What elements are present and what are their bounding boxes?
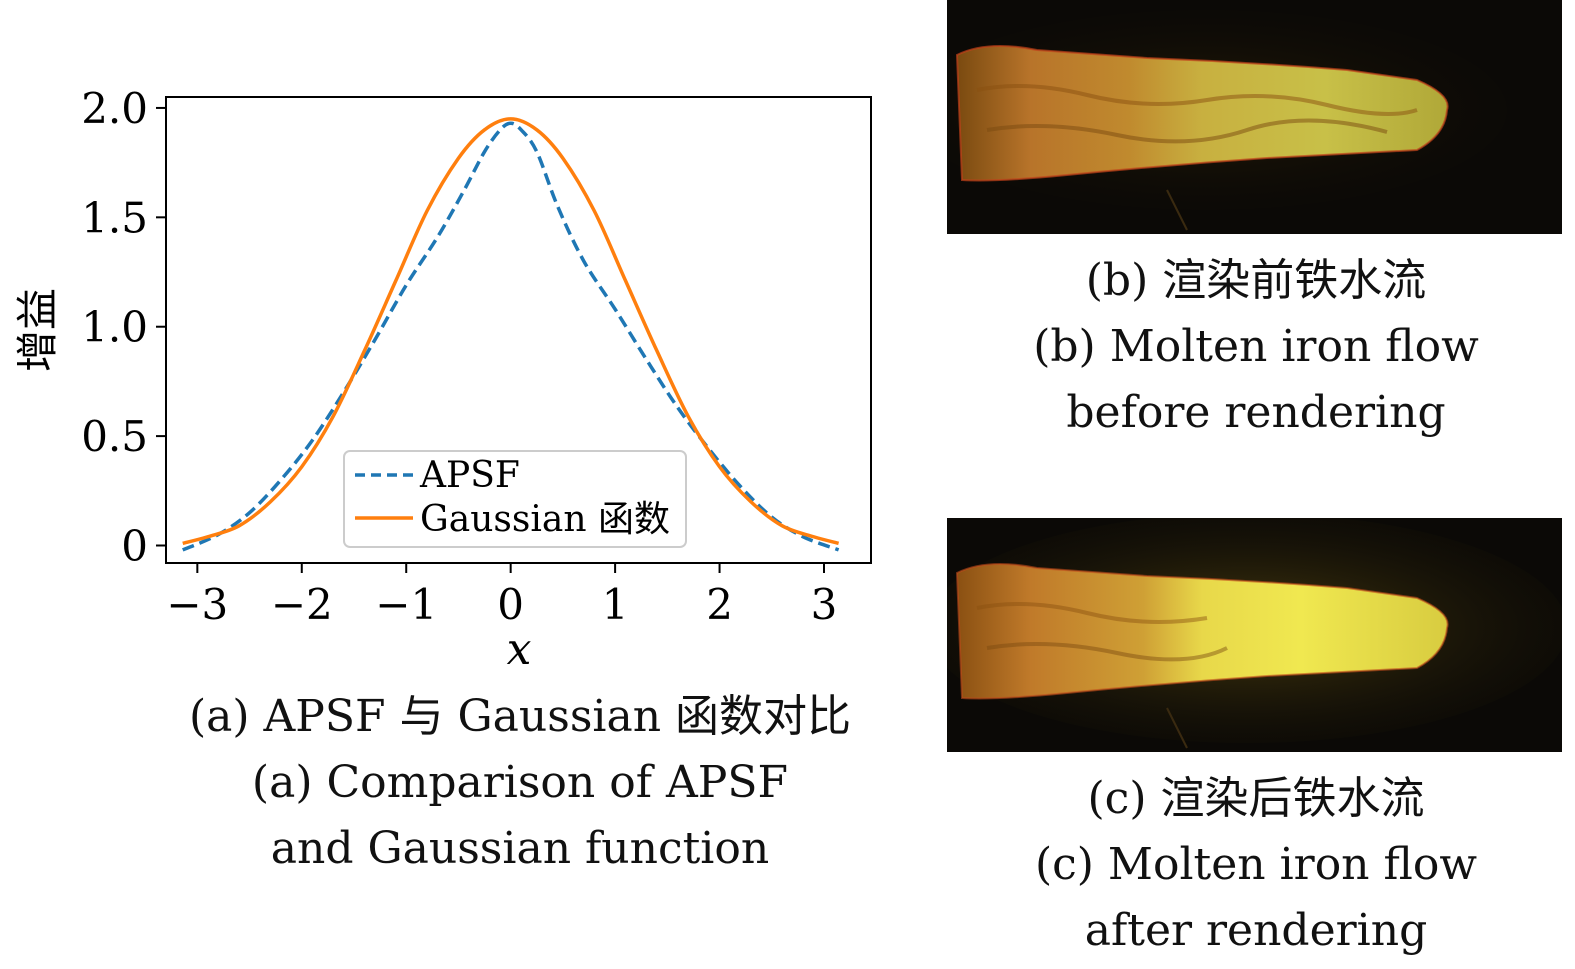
y-tick-label: 2.0	[81, 84, 148, 133]
y-tick-label: 0	[121, 521, 148, 570]
legend-box	[343, 450, 687, 548]
gaussian-series-line	[182, 117, 840, 546]
caption-a-line1: (a) APSF 与 Gaussian 函数对比	[188, 691, 852, 742]
x-tick-label: 1	[602, 580, 629, 629]
legend: APSF Gaussian 函数	[343, 450, 687, 548]
caption-b-line1: (b) 渲染前铁水流	[1085, 255, 1427, 306]
y-axis-label: 增益	[13, 288, 62, 372]
caption-a-line3: and Gaussian function	[270, 823, 770, 874]
y-tick-label: 0.5	[81, 412, 148, 461]
caption-b: (b) 渲染前铁水流 (b) Molten iron flow before r…	[950, 248, 1562, 446]
apsf-series-line	[182, 121, 840, 552]
y-tick-label: 1.5	[81, 193, 148, 242]
x-axis-label: x	[507, 624, 532, 675]
caption-a-line2: (a) Comparison of APSF	[251, 757, 789, 808]
series-lines	[182, 117, 840, 552]
x-tick-label: 2	[706, 580, 733, 629]
caption-c-line2: (c) Molten iron flow	[1034, 839, 1478, 890]
y-tick-label: 1.0	[81, 303, 148, 352]
caption-c-line3: after rendering	[1084, 905, 1428, 956]
x-tick-label: 3	[811, 580, 838, 629]
legend-label-apsf: APSF	[419, 455, 520, 496]
x-tick-label: −1	[375, 580, 437, 629]
molten-iron-flow-photo-after	[947, 518, 1562, 752]
caption-a: (a) APSF 与 Gaussian 函数对比 (a) Comparison …	[60, 684, 980, 882]
molten-iron-flow-photo-before	[947, 0, 1562, 234]
molten-iron-flow-photo-icon	[947, 0, 1562, 234]
gain-comparison-chart: −3 −2 −1 0 1 2 3 0 0.5 1.0 1.5 2.0 增益 x APSF Gaussi…	[13, 84, 872, 675]
x-tick-label: −2	[271, 580, 333, 629]
x-tick-label: 0	[497, 580, 524, 629]
caption-b-line2: (b) Molten iron flow	[1033, 321, 1479, 372]
caption-c-line1: (c) 渲染后铁水流	[1087, 773, 1425, 824]
caption-b-line3: before rendering	[1066, 387, 1446, 438]
axis-ticks: −3 −2 −1 0 1 2 3 0 0.5 1.0 1.5 2.0	[81, 84, 837, 629]
caption-c: (c) 渲染后铁水流 (c) Molten iron flow after re…	[950, 766, 1562, 964]
molten-iron-flow-photo-icon	[947, 518, 1562, 752]
legend-label-gaussian: Gaussian 函数	[420, 499, 670, 540]
x-tick-label: −3	[166, 580, 228, 629]
